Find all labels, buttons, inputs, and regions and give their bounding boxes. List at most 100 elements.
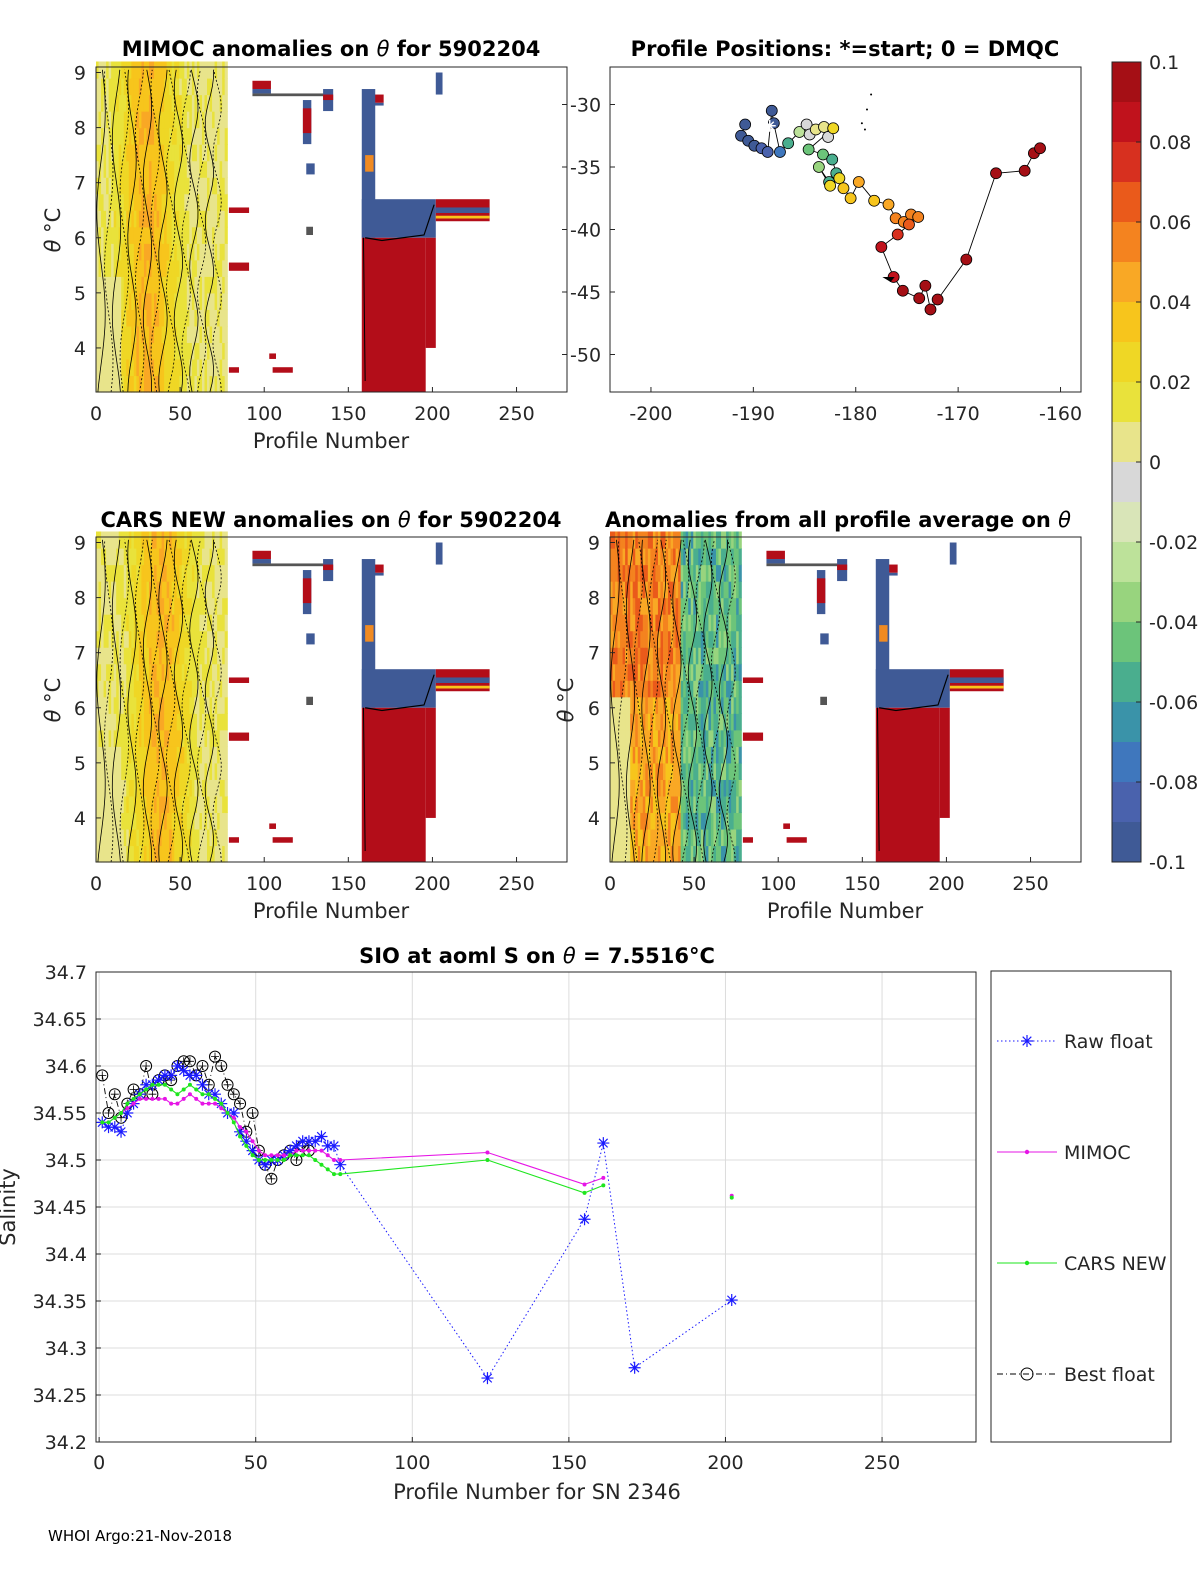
- heatmap-cell: [678, 729, 682, 747]
- colorbar-tick-label: 0.1: [1149, 52, 1179, 74]
- heatmap-cell: [222, 581, 226, 599]
- heatmap-cell: [184, 581, 188, 599]
- heatmap-cell: [650, 630, 654, 648]
- cars-ytick-label: 4: [74, 808, 86, 830]
- series-raw-float-point: [334, 1158, 347, 1171]
- heatmap-cell: [204, 713, 208, 731]
- heatmap-cell: [108, 226, 112, 244]
- heatmap-cell: [675, 845, 679, 863]
- heatmap-cell: [660, 663, 664, 681]
- heatmap-cell: [708, 663, 712, 681]
- heatmap-cell: [101, 729, 105, 747]
- series-mimoc-point: [244, 1129, 249, 1134]
- heatmap-cell: [121, 375, 125, 393]
- heatmap-cell: [224, 160, 228, 178]
- heatmap-cell: [136, 210, 140, 228]
- heatmap-cell: [184, 564, 188, 582]
- heatmap-cell: [615, 630, 619, 648]
- heatmap-cell: [657, 680, 662, 698]
- heatmap-cell: [148, 812, 153, 830]
- heatmap-cell: [222, 342, 226, 360]
- heatmap-cell: [660, 696, 664, 714]
- heatmap-cell: [133, 358, 137, 377]
- heatmap-cell: [670, 762, 674, 780]
- heatmap-cell: [164, 630, 168, 648]
- heatmap-cell: [630, 531, 634, 549]
- salinity-ytick-label: 34.4: [45, 1244, 87, 1266]
- heatmap-cell: [710, 696, 715, 714]
- heatmap-cell: [738, 845, 742, 863]
- heatmap-cell: [695, 696, 699, 714]
- heatmap-cell: [156, 243, 160, 261]
- heatmap-cell: [169, 828, 173, 847]
- heatmap-cell: [196, 292, 201, 310]
- heatmap-cell: [610, 614, 614, 632]
- series-cars-new-point: [288, 1153, 293, 1158]
- heatmap-cell: [116, 812, 120, 830]
- heatmap-contour: [96, 539, 106, 863]
- heatmap-cell: [194, 144, 198, 162]
- heatmap-cell: [143, 696, 148, 714]
- heatmap-cell: [126, 630, 130, 648]
- heatmap-cell: [194, 647, 198, 665]
- heatmap-cell: [630, 812, 634, 830]
- heatmap-cell: [161, 845, 165, 863]
- heatmap-cell: [214, 597, 218, 615]
- heatmap-cell: [156, 779, 160, 797]
- heatmap-cell: [715, 746, 720, 764]
- heatmap-cell: [635, 779, 639, 797]
- heatmap-cell: [219, 597, 223, 615]
- heatmap-cell: [123, 597, 127, 615]
- heatmap-cell: [123, 696, 127, 714]
- heatmap-cell: [128, 111, 132, 129]
- heatmap-cell: [652, 663, 657, 681]
- heatmap-cell: [708, 779, 712, 797]
- heatmap-cell: [148, 243, 153, 261]
- heatmap-cell: [106, 614, 110, 632]
- heatmap-cell: [103, 828, 107, 847]
- heatmap-cell: [693, 663, 697, 681]
- heatmap-cell: [217, 226, 221, 244]
- heatmap-cell: [194, 177, 198, 195]
- heatmap-cell: [219, 358, 223, 377]
- heatmap-cell: [222, 309, 226, 327]
- heatmap-cell: [645, 630, 649, 648]
- heatmap-cell: [101, 226, 105, 244]
- heatmap-cell: [224, 276, 228, 294]
- heatmap-cell: [161, 61, 165, 79]
- heatmap-cell: [204, 746, 208, 764]
- heatmap-cell: [726, 762, 730, 780]
- heatmap-cell: [640, 680, 644, 698]
- heatmap-cell: [630, 663, 634, 681]
- heatmap-cell: [617, 531, 621, 549]
- heatmap-cell: [690, 564, 694, 582]
- heatmap-cell: [199, 663, 203, 681]
- heatmap-cell: [219, 94, 223, 112]
- heatmap-cell: [217, 564, 221, 582]
- series-raw-float-point: [209, 1088, 222, 1101]
- heatmap-cell: [199, 762, 203, 780]
- colorbar-tick-label: 0.08: [1149, 132, 1191, 154]
- heatmap-cell: [166, 531, 170, 549]
- heatmap-cell: [184, 845, 188, 863]
- heatmap-cell: [657, 630, 662, 648]
- heatmap-cell: [655, 581, 659, 599]
- heatmap-cell: [733, 812, 737, 830]
- heatmap-cell: [118, 276, 122, 294]
- heatmap-cell: [161, 94, 165, 112]
- position-dmqc-marker: [882, 277, 895, 282]
- heatmap-cell: [652, 795, 657, 814]
- heatmap-cell: [133, 243, 137, 261]
- heatmap-cell: [116, 795, 120, 814]
- heatmap-cell: [647, 581, 651, 599]
- heatmap-cell: [179, 779, 183, 797]
- mimoc-ytick-label: 9: [74, 63, 86, 85]
- colorbar-swatch: [1112, 662, 1141, 703]
- heatmap-cell: [194, 78, 198, 96]
- heatmap-cell: [103, 210, 107, 228]
- heatmap-cell: [133, 713, 137, 731]
- heatmap-cell: [736, 663, 740, 681]
- heatmap-cell: [710, 828, 715, 847]
- heatmap-cell: [705, 713, 710, 731]
- heatmap-cell: [201, 276, 206, 294]
